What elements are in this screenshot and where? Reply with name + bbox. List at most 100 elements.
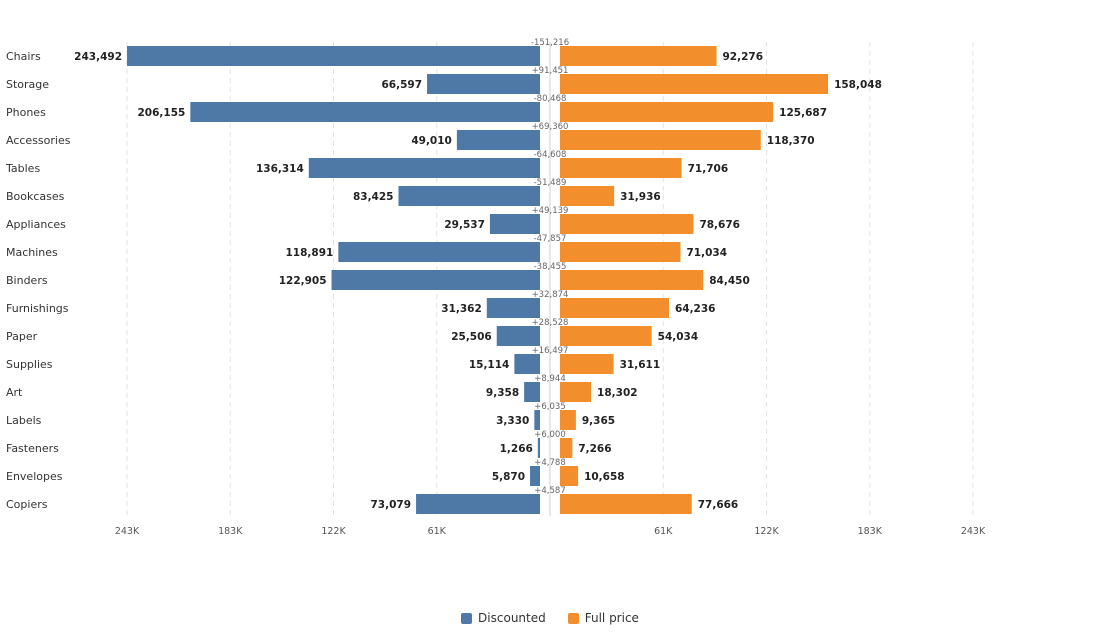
- category-label-chairs: Chairs: [6, 50, 41, 63]
- legend: Discounted Full price: [0, 611, 1100, 625]
- x-tick-label-right: 122K: [754, 526, 779, 537]
- bar-full-price-art: [560, 382, 592, 402]
- difference-label-storage: +91,451: [532, 66, 569, 76]
- category-label-binders: Binders: [6, 274, 48, 287]
- category-label-furnishings: Furnishings: [6, 302, 69, 315]
- category-label-labels: Labels: [6, 414, 42, 427]
- value-label-full-price-phones: 125,687: [779, 107, 827, 119]
- legend-swatch-full-price: [567, 612, 579, 624]
- difference-label-tables: -64,608: [534, 150, 567, 160]
- bar-full-price-tables: [560, 158, 682, 178]
- value-label-full-price-paper: 54,034: [658, 331, 699, 343]
- category-label-tables: Tables: [5, 162, 40, 175]
- bar-full-price-fasteners: [560, 438, 573, 458]
- value-label-discounted-machines: 118,891: [286, 247, 334, 259]
- value-label-full-price-art: 18,302: [597, 387, 638, 399]
- bar-discounted-fasteners: [537, 438, 540, 458]
- difference-label-envelopes: +4,788: [534, 458, 565, 468]
- difference-label-art: +8,944: [534, 374, 565, 384]
- x-tick-label-left: 122K: [321, 526, 346, 537]
- category-label-paper: Paper: [6, 330, 38, 343]
- value-label-full-price-fasteners: 7,266: [578, 443, 611, 455]
- x-tick-label-left: 61K: [428, 526, 447, 537]
- value-label-discounted-chairs: 243,492: [74, 51, 122, 63]
- value-label-full-price-chairs: 92,276: [723, 51, 764, 63]
- value-label-full-price-furnishings: 64,236: [675, 303, 716, 315]
- bar-full-price-paper: [560, 326, 652, 346]
- difference-label-furnishings: +32,874: [532, 290, 569, 300]
- bar-full-price-accessories: [560, 130, 761, 150]
- value-label-full-price-labels: 9,365: [582, 415, 615, 427]
- bar-full-price-chairs: [560, 46, 717, 66]
- bar-discounted-envelopes: [530, 466, 540, 486]
- category-label-art: Art: [6, 386, 23, 399]
- value-label-discounted-binders: 122,905: [279, 275, 327, 287]
- value-label-full-price-supplies: 31,611: [620, 359, 661, 371]
- difference-label-bookcases: -51,489: [534, 178, 567, 188]
- bar-full-price-copiers: [560, 494, 692, 514]
- value-label-full-price-appliances: 78,676: [699, 219, 740, 231]
- value-label-discounted-fasteners: 1,266: [500, 443, 533, 455]
- legend-label-discounted: Discounted: [478, 611, 546, 625]
- bar-discounted-bookcases: [398, 186, 540, 206]
- category-label-copiers: Copiers: [6, 498, 48, 511]
- bar-discounted-copiers: [416, 494, 540, 514]
- bar-full-price-appliances: [560, 214, 694, 234]
- value-label-discounted-envelopes: 5,870: [492, 471, 525, 483]
- x-tick-label-right: 243K: [961, 526, 986, 537]
- value-label-full-price-copiers: 77,666: [698, 499, 739, 511]
- value-label-discounted-labels: 3,330: [496, 415, 529, 427]
- bar-discounted-tables: [308, 158, 540, 178]
- value-label-discounted-copiers: 73,079: [371, 499, 412, 511]
- value-label-full-price-envelopes: 10,658: [584, 471, 625, 483]
- value-label-discounted-furnishings: 31,362: [441, 303, 482, 315]
- difference-label-accessories: +69,360: [532, 122, 569, 132]
- bar-discounted-phones: [190, 102, 540, 122]
- bar-full-price-storage: [560, 74, 829, 94]
- chart-canvas: 243K 183K 122K 61K 61K 122K 183K 243K Chairs 243,…: [5, 38, 986, 537]
- bar-full-price-labels: [560, 410, 576, 430]
- bar-full-price-machines: [560, 242, 681, 262]
- value-label-discounted-paper: 25,506: [451, 331, 492, 343]
- value-label-discounted-appliances: 29,537: [444, 219, 485, 231]
- bar-discounted-paper: [496, 326, 540, 346]
- legend-item-full-price[interactable]: Full price: [567, 611, 639, 625]
- category-label-accessories: Accessories: [6, 134, 71, 147]
- category-label-supplies: Supplies: [6, 358, 53, 371]
- x-tick-label-left: 243K: [115, 526, 140, 537]
- bar-full-price-envelopes: [560, 466, 579, 486]
- value-label-discounted-supplies: 15,114: [469, 359, 510, 371]
- bar-discounted-appliances: [489, 214, 540, 234]
- legend-label-full-price: Full price: [584, 611, 639, 625]
- bar-discounted-storage: [427, 74, 540, 94]
- value-label-full-price-tables: 71,706: [688, 163, 729, 175]
- difference-label-appliances: +49,139: [532, 206, 569, 216]
- value-label-discounted-accessories: 49,010: [411, 135, 452, 147]
- x-tick-label-right: 61K: [654, 526, 673, 537]
- difference-label-chairs: -151,216: [531, 38, 569, 48]
- bar-full-price-furnishings: [560, 298, 669, 318]
- value-label-full-price-binders: 84,450: [709, 275, 750, 287]
- category-label-bookcases: Bookcases: [6, 190, 65, 203]
- value-label-full-price-storage: 158,048: [834, 79, 882, 91]
- legend-item-discounted[interactable]: Discounted: [461, 611, 546, 625]
- x-tick-label-left: 183K: [218, 526, 243, 537]
- x-tick-label-right: 183K: [858, 526, 883, 537]
- bar-full-price-binders: [560, 270, 704, 290]
- difference-label-copiers: +4,587: [534, 486, 565, 496]
- category-label-appliances: Appliances: [6, 218, 66, 231]
- bar-discounted-machines: [338, 242, 540, 262]
- bar-discounted-accessories: [456, 130, 540, 150]
- bar-discounted-labels: [534, 410, 540, 430]
- difference-label-supplies: +16,497: [532, 346, 569, 356]
- legend-swatch-discounted: [461, 612, 473, 624]
- category-label-envelopes: Envelopes: [6, 470, 63, 483]
- value-label-discounted-tables: 136,314: [256, 163, 304, 175]
- category-label-fasteners: Fasteners: [6, 442, 59, 455]
- difference-label-binders: -38,455: [534, 262, 567, 272]
- value-label-discounted-bookcases: 83,425: [353, 191, 394, 203]
- value-label-discounted-phones: 206,155: [138, 107, 186, 119]
- bar-discounted-supplies: [514, 354, 540, 374]
- bar-full-price-supplies: [560, 354, 614, 374]
